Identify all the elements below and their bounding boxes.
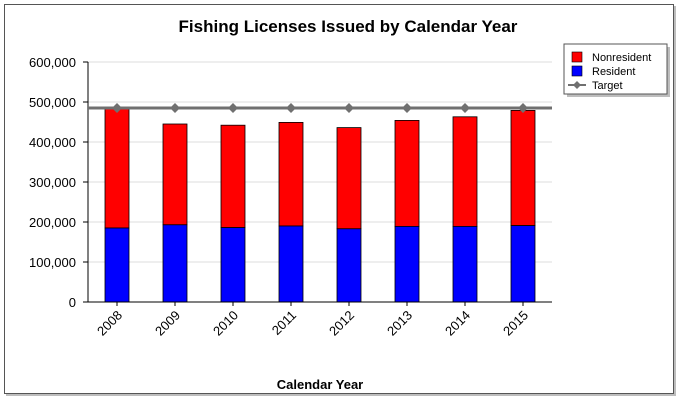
y-tick-label: 200,000	[29, 215, 76, 230]
legend-label-target: Target	[592, 80, 623, 92]
bar-nonresident-2009	[162, 123, 188, 226]
x-tick-label: 2010	[210, 308, 241, 339]
x-tick-label: 2008	[94, 308, 125, 339]
y-tick-label: 400,000	[29, 135, 76, 150]
x-tick-label: 2015	[500, 308, 531, 339]
target-marker-2013	[402, 103, 412, 113]
x-tick-label: 2012	[326, 308, 357, 339]
gridlines	[88, 61, 552, 263]
y-axis-ticks: 0 100,000 200,000 300,000 400,000 500,000 600,…	[29, 55, 88, 310]
target-marker-2010	[228, 103, 238, 113]
bar-resident-2011	[278, 225, 304, 303]
target-marker-2015	[518, 103, 528, 113]
target-marker-2012	[344, 103, 354, 113]
target-marker-2008	[112, 103, 122, 113]
legend-label-nonresident: Nonresident	[592, 52, 651, 64]
legend-swatch-resident	[571, 65, 583, 77]
x-axis-ticks: 2008 2009 2010 2011 2012 2013 2014 2015	[94, 302, 531, 339]
legend-label-resident: Resident	[592, 66, 635, 78]
x-tick-label: 2014	[442, 308, 473, 339]
y-tick-label: 600,000	[29, 55, 76, 70]
bar-nonresident-2014	[452, 116, 478, 227]
bar-resident-2009	[162, 224, 188, 303]
bar-nonresident-2008	[104, 108, 130, 229]
legend-swatch-nonresident	[571, 51, 583, 63]
bars	[104, 108, 536, 303]
y-tick-label: 300,000	[29, 175, 76, 190]
bar-nonresident-2010	[220, 124, 246, 228]
y-tick-label: 100,000	[29, 255, 76, 270]
bar-resident-2010	[220, 227, 246, 303]
bar-resident-2015	[510, 225, 536, 303]
legend-target-marker	[573, 81, 581, 89]
bar-nonresident-2012	[336, 127, 362, 230]
target-series	[88, 103, 552, 113]
target-marker-2009	[170, 103, 180, 113]
y-tick-label: 500,000	[29, 95, 76, 110]
bar-nonresident-2015	[510, 110, 536, 226]
bar-resident-2008	[104, 227, 130, 303]
y-tick-label: 0	[69, 295, 76, 310]
x-tick-label: 2009	[152, 308, 183, 339]
x-tick-label: 2013	[384, 308, 415, 339]
bar-nonresident-2013	[394, 120, 420, 227]
bar-nonresident-2011	[278, 122, 304, 227]
bar-resident-2013	[394, 225, 420, 303]
x-axis-label: Calendar Year	[277, 377, 363, 392]
legend: Nonresident Resident Target	[563, 43, 670, 97]
chart-title: Fishing Licenses Issued by Calendar Year	[179, 17, 518, 36]
target-marker-2011	[286, 103, 296, 113]
target-marker-2014	[460, 103, 470, 113]
x-tick-label: 2011	[269, 308, 299, 338]
bar-resident-2012	[336, 228, 362, 303]
bar-resident-2014	[452, 225, 478, 303]
